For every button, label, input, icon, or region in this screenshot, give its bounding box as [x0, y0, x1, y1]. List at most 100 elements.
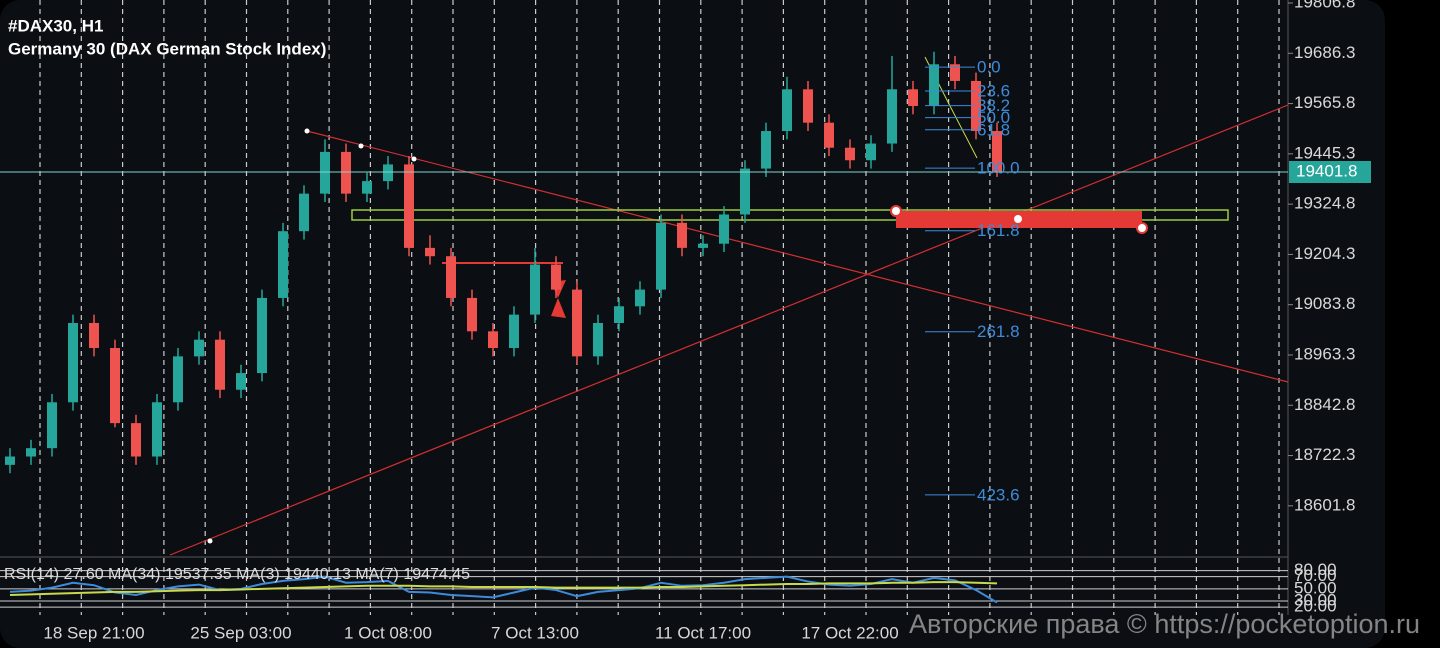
y-tick-label: 18963.3	[1294, 344, 1355, 363]
candle-body	[803, 89, 813, 123]
trend-line	[306, 130, 1289, 383]
candle-body	[404, 164, 414, 248]
indicator-line	[9, 575, 998, 604]
y-tick-label: 19204.3	[1294, 244, 1355, 263]
candle-body	[929, 64, 939, 106]
candle-body	[572, 289, 582, 357]
y-tick-label: 19565.8	[1294, 93, 1355, 112]
candle-body	[866, 143, 876, 161]
y-tick-label: 19324.8	[1294, 194, 1355, 213]
candle-body	[908, 89, 918, 106]
price-tag-label: 19401.8	[1296, 161, 1357, 180]
fib-label: 423.6	[977, 485, 1020, 504]
candle-body	[194, 339, 204, 357]
candle-body	[635, 289, 645, 307]
candle-body	[5, 456, 15, 465]
y-tick-label: 18601.8	[1294, 495, 1355, 514]
y-tick-label: 19806.8	[1294, 0, 1355, 11]
candle-body	[992, 131, 1002, 172]
candle-body	[236, 373, 246, 390]
candle-body	[215, 339, 225, 390]
indicator-tick-label: 80.00	[1294, 560, 1337, 579]
candle-body	[278, 231, 288, 298]
candle-body	[110, 348, 120, 424]
candle-body	[551, 264, 561, 290]
x-tick-label: 1 Oct 08:00	[344, 623, 432, 642]
vertical-grid	[39, 0, 1280, 615]
indicator-tick-label: 50.00	[1294, 578, 1337, 597]
indicator-tick-label: 70.00	[1294, 566, 1337, 585]
fib-label: 38.2	[977, 96, 1010, 115]
candle-body	[26, 448, 36, 457]
anchor	[358, 143, 364, 149]
fib-label: 261.8	[977, 322, 1020, 341]
indicator-line	[9, 581, 998, 596]
candle-body	[47, 402, 57, 449]
candle-body	[677, 222, 687, 248]
candle-body	[425, 247, 435, 257]
candle-body	[824, 122, 834, 148]
candle-body	[257, 297, 267, 374]
candle-body	[614, 306, 624, 323]
candle-body	[698, 243, 708, 248]
candle-body	[173, 356, 183, 403]
indicator-tick-label: 20.00	[1294, 597, 1337, 616]
candle-body	[740, 168, 750, 215]
screen	[0, 0, 1385, 648]
anchor	[1136, 222, 1148, 234]
candle-body	[782, 89, 792, 132]
fib-label: 161.8	[977, 221, 1020, 240]
anchor	[1012, 213, 1024, 225]
fib-label: 61.8	[977, 120, 1010, 139]
candle-body	[299, 193, 309, 232]
candle-body	[362, 181, 372, 194]
candle-body	[887, 89, 897, 144]
candle-body	[68, 322, 78, 403]
candle-body	[152, 402, 162, 457]
candle-body	[530, 264, 540, 315]
candle-body	[89, 322, 99, 349]
candle-body	[950, 64, 960, 81]
candle-body	[446, 256, 456, 298]
chart-title: #DAX30, H1	[8, 16, 103, 35]
trend-line	[169, 104, 1289, 556]
candle-body	[593, 322, 603, 357]
candle-body	[488, 331, 498, 349]
candle-body	[341, 151, 351, 194]
watermark: Авторские права © https://pocketoption.r…	[909, 609, 1420, 639]
y-tick-label: 19445.3	[1294, 143, 1355, 162]
x-tick-label: 11 Oct 17:00	[655, 623, 751, 642]
indicator-tick-label: 30.00	[1294, 591, 1337, 610]
x-tick-label: 25 Sep 03:00	[190, 623, 291, 642]
candle-body	[383, 164, 393, 182]
anchor	[304, 128, 310, 134]
x-tick-label: 7 Oct 13:00	[491, 623, 579, 642]
y-tick-label: 19686.3	[1294, 43, 1355, 62]
anchor	[207, 538, 213, 544]
fib-label: 0.0	[977, 58, 1001, 77]
candle-body	[761, 131, 771, 169]
indicator-label: RSI(14) 27.60 MA(34) 19537.35 MA(3) 1944…	[4, 566, 470, 583]
y-tick-label: 19083.8	[1294, 294, 1355, 313]
candle-body	[509, 314, 519, 349]
chart-subtitle: Germany 30 (DAX German Stock Index)	[8, 39, 326, 58]
candle-body	[131, 423, 141, 457]
price-tag	[1289, 161, 1371, 184]
y-tick-label: 18722.3	[1294, 445, 1355, 464]
anchor	[890, 205, 902, 217]
fib-label: 100.0	[977, 159, 1020, 178]
fib-label: 50.0	[977, 108, 1010, 127]
x-tick-label: 17 Oct 22:00	[801, 623, 898, 642]
anchor	[411, 156, 417, 162]
candle-body	[656, 222, 666, 290]
x-tick-label: 18 Sep 21:00	[43, 623, 144, 642]
fib-label: 23.6	[977, 81, 1010, 100]
candle-body	[971, 80, 981, 132]
candle-body	[320, 151, 330, 194]
candle-body	[719, 214, 729, 244]
candle-body	[845, 147, 855, 161]
y-tick-label: 18842.8	[1294, 395, 1355, 414]
candle-body	[467, 297, 477, 332]
zone	[351, 209, 1229, 221]
